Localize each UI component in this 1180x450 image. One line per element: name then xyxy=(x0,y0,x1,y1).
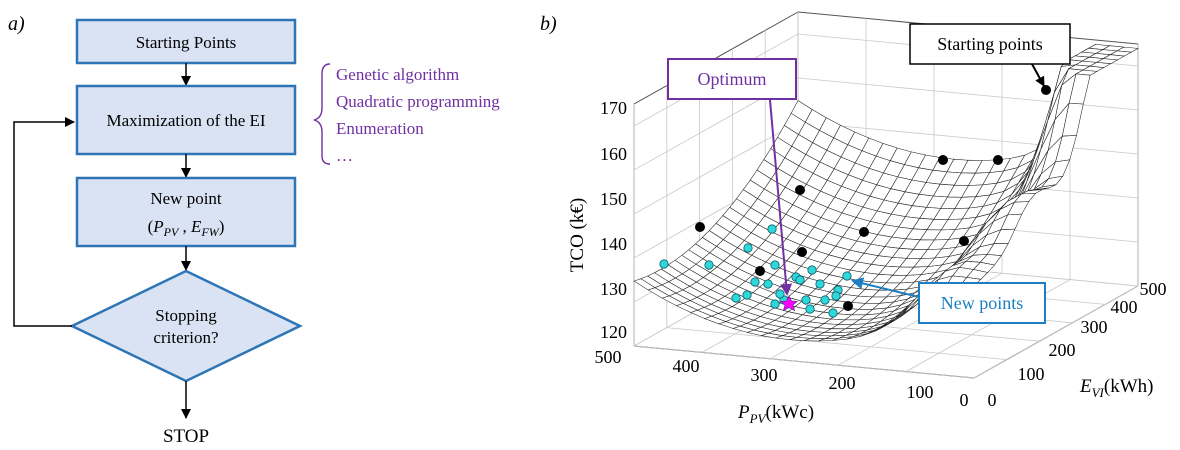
method-enumeration: Enumeration xyxy=(336,119,424,138)
decision-diamond xyxy=(69,269,303,383)
z-tick-150: 150 xyxy=(600,189,627,209)
methods-brace xyxy=(313,63,331,165)
start-box xyxy=(75,18,297,65)
new-point xyxy=(767,224,777,234)
optimum-callout: Optimum xyxy=(667,58,797,296)
new-point xyxy=(731,293,741,303)
new-point xyxy=(704,260,714,270)
y-tick-0: 0 xyxy=(988,390,997,410)
starting-point xyxy=(843,301,853,311)
optimum-arrow xyxy=(769,99,793,296)
maximization-box-label: Maximization of the EI xyxy=(106,111,265,130)
x-tick-500: 500 xyxy=(595,347,622,367)
starting-point xyxy=(938,155,948,165)
new-point xyxy=(831,291,841,301)
new-point xyxy=(805,304,815,314)
z-tick-170: 170 xyxy=(600,98,627,118)
starting-point xyxy=(755,266,765,276)
method-quadratic: Quadratic programming xyxy=(336,92,500,111)
decision-label-line1: Stopping xyxy=(155,306,217,325)
starting-point xyxy=(993,155,1003,165)
new-points xyxy=(659,224,852,318)
new-point xyxy=(815,279,825,289)
starting-points-callout: Starting points xyxy=(909,23,1071,87)
new-point xyxy=(820,295,830,305)
z-tick-140: 140 xyxy=(600,234,627,254)
z-tick-120: 120 xyxy=(600,322,627,342)
x-tick-400: 400 xyxy=(673,356,700,376)
y-tick-300: 300 xyxy=(1081,317,1108,337)
new-point xyxy=(763,279,773,289)
panel-b-label: b) xyxy=(540,13,557,35)
new-point xyxy=(770,260,780,270)
starting-point xyxy=(859,227,869,237)
feedback-loop-arrow xyxy=(13,117,75,327)
new-points-callout-label: New points xyxy=(941,293,1024,313)
decision-label-line2: criterion? xyxy=(153,328,218,347)
x-tick-0: 0 xyxy=(960,390,969,410)
new-point xyxy=(807,265,817,275)
new-points-callout: New points xyxy=(851,277,1046,324)
method-ellipsis: … xyxy=(336,146,353,165)
stop-label: STOP xyxy=(163,426,209,447)
x-axis-label: PPV(kWc) xyxy=(737,402,814,426)
starting-point xyxy=(795,185,805,195)
starting-point xyxy=(797,247,807,257)
y-tick-200: 200 xyxy=(1049,340,1076,360)
new-point xyxy=(770,299,780,309)
new-point xyxy=(801,295,811,305)
panel-a-label: a) xyxy=(8,13,25,35)
new-point xyxy=(795,275,805,285)
new-point xyxy=(842,271,852,281)
z-axis: 120 130 140 150 160 170 TCO (k€) xyxy=(567,98,627,342)
surface-panel: b) 120 130 140 150 160 170 TCO (k€) 500 … xyxy=(540,11,1167,426)
z-axis-label: TCO (k€) xyxy=(567,198,588,272)
new-point-label: New point xyxy=(150,189,222,208)
starting-point xyxy=(959,236,969,246)
y-tick-100: 100 xyxy=(1018,364,1045,384)
optimum-callout-label: Optimum xyxy=(697,69,766,89)
new-point xyxy=(828,308,838,318)
starting-point xyxy=(695,222,705,232)
flowchart-panel: a) Starting Points Maximization of the E… xyxy=(8,13,500,447)
new-point xyxy=(659,259,669,269)
tco-surface-mesh xyxy=(633,43,1139,342)
y-tick-400: 400 xyxy=(1111,297,1138,317)
starting-points xyxy=(695,85,1051,311)
start-box-label: Starting Points xyxy=(136,33,237,52)
new-point-box xyxy=(75,176,297,248)
starting-points-callout-label: Starting points xyxy=(937,34,1043,54)
method-genetic: Genetic algorithm xyxy=(336,65,459,84)
x-tick-100: 100 xyxy=(907,382,934,402)
new-point xyxy=(743,243,753,253)
z-tick-160: 160 xyxy=(600,144,627,164)
x-tick-300: 300 xyxy=(751,365,778,385)
y-axis: 0 100 200 300 400 500 EVI(kWh) xyxy=(988,279,1167,410)
maximization-box xyxy=(75,84,297,156)
starting-points-arrow xyxy=(1031,63,1045,87)
new-point xyxy=(750,277,760,287)
x-axis: 500 400 300 200 100 0 PPV(kWc) xyxy=(595,347,969,426)
y-axis-label: EVI(kWh) xyxy=(1079,376,1153,400)
z-tick-130: 130 xyxy=(600,279,627,299)
x-tick-200: 200 xyxy=(829,373,856,393)
optimum-marker xyxy=(780,295,798,312)
new-points-arrow xyxy=(851,277,920,298)
new-point xyxy=(775,289,785,299)
y-tick-500: 500 xyxy=(1140,279,1167,299)
starting-point xyxy=(1041,85,1051,95)
new-point xyxy=(742,290,752,300)
